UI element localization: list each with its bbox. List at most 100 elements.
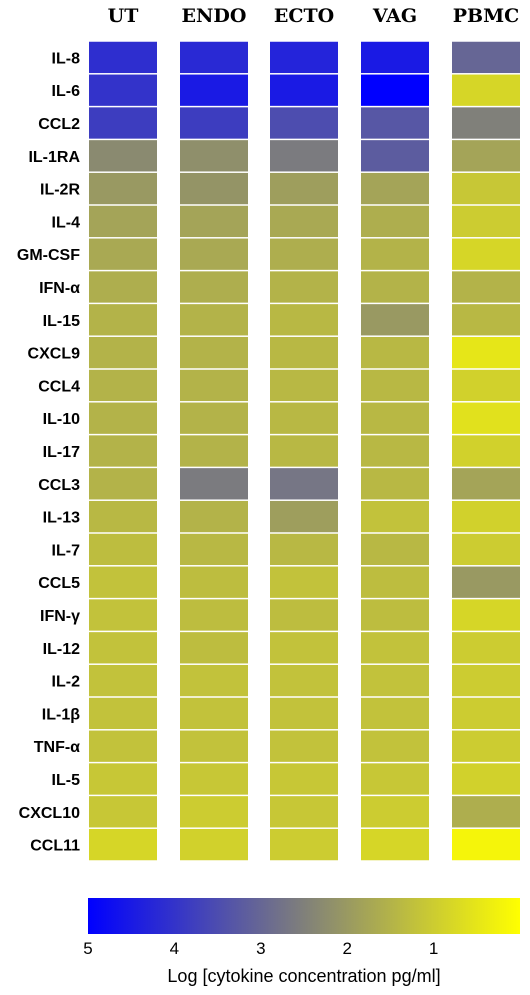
heatmap-cell [89, 697, 157, 730]
heatmap-cell [361, 664, 429, 697]
heatmap-cell [270, 336, 338, 369]
column-label-ut: UT [108, 5, 139, 27]
heatmap-cell [180, 271, 248, 303]
heatmap-cell [361, 172, 429, 205]
heatmap-cell [452, 304, 520, 336]
heatmap-cell [180, 500, 248, 533]
heatmap-cell [180, 402, 248, 434]
heatmap-cell [89, 664, 157, 697]
heatmap-cell [89, 533, 157, 566]
heatmap-cell [180, 107, 248, 139]
heatmap-cell [270, 74, 338, 106]
row-label: CXCL9 [28, 346, 81, 363]
heatmap-cell [270, 205, 338, 238]
row-label: IL-12 [43, 641, 80, 658]
heatmap-cell [270, 435, 338, 467]
heatmap-cell [180, 41, 248, 74]
heatmap-cell [270, 796, 338, 828]
row-label: IL-1β [42, 706, 80, 723]
heatmap-cell [452, 336, 520, 369]
heatmap-cell [452, 140, 520, 172]
heatmap-cell [180, 172, 248, 205]
heatmap-cell [452, 271, 520, 303]
colorbar [88, 898, 520, 934]
heatmap-cell [180, 140, 248, 172]
heatmap-cell [89, 763, 157, 795]
heatmap-cell [180, 304, 248, 336]
heatmap-cell [89, 238, 157, 270]
heatmap-cell [89, 140, 157, 172]
heatmap-cell [270, 828, 338, 861]
heatmap-cell [270, 238, 338, 270]
colorbar-tick-label: 3 [256, 939, 265, 958]
colorbar-tick-label: 1 [429, 939, 438, 958]
heatmap-cells [89, 41, 520, 861]
heatmap-cell [270, 763, 338, 795]
heatmap-cell [270, 533, 338, 566]
colorbar-ticks: 5 4 3 2 1 [83, 939, 438, 958]
heatmap-cell [361, 763, 429, 795]
heatmap-cell [270, 697, 338, 730]
heatmap-cell [452, 402, 520, 434]
row-labels: IL-8 IL-6 CCL2 IL-1RA IL-2R IL-4 GM-CSF IFN-α IL… [17, 50, 81, 854]
row-label: IL-5 [52, 772, 81, 789]
heatmap-cell [180, 369, 248, 402]
heatmap-cell [180, 238, 248, 270]
row-label: IL-10 [43, 411, 80, 428]
heatmap-cell [89, 632, 157, 664]
heatmap-cell [452, 664, 520, 697]
row-label: CCL2 [38, 116, 80, 133]
heatmap-cell [270, 107, 338, 139]
heatmap-cell [89, 828, 157, 861]
heatmap-cell [452, 697, 520, 730]
heatmap-cell [452, 74, 520, 106]
row-label: GM-CSF [17, 247, 80, 264]
heatmap-cell [180, 632, 248, 664]
heatmap-cell [452, 730, 520, 762]
column-label-vag: VAG [372, 5, 417, 27]
heatmap-cell [361, 140, 429, 172]
heatmap-cell [361, 697, 429, 730]
heatmap-cell [361, 41, 429, 74]
heatmap-cell [180, 205, 248, 238]
row-label: CCL3 [38, 477, 80, 494]
heatmap-cell [180, 74, 248, 106]
heatmap-cell [180, 730, 248, 762]
heatmap-cell [361, 566, 429, 598]
heatmap-cell [361, 205, 429, 238]
row-label: IL-2R [40, 182, 80, 199]
row-label: IFN-γ [40, 608, 80, 625]
row-label: IL-4 [52, 214, 81, 231]
colorbar-tick-label: 2 [342, 939, 351, 958]
heatmap-cell [89, 730, 157, 762]
heatmap-cell [180, 533, 248, 566]
heatmap-cell [361, 500, 429, 533]
heatmap-cell [89, 271, 157, 303]
heatmap-cell [361, 271, 429, 303]
heatmap-cell [180, 697, 248, 730]
column-label-ecto: ECTO [274, 5, 334, 27]
heatmap-cell [89, 402, 157, 434]
colorbar-title: Log [cytokine concentration pg/ml] [167, 966, 440, 986]
heatmap-cell [180, 664, 248, 697]
heatmap-cell [452, 533, 520, 566]
heatmap-cell [270, 500, 338, 533]
heatmap-cell [89, 74, 157, 106]
row-label: CCL11 [30, 838, 80, 855]
heatmap-cell [361, 730, 429, 762]
row-label: IL-8 [52, 50, 81, 67]
heatmap-cell [89, 599, 157, 631]
heatmap-cell [452, 238, 520, 270]
heatmap-cell [452, 41, 520, 74]
row-label: IL-7 [52, 542, 81, 559]
row-label: CXCL10 [19, 805, 80, 822]
row-label: IL-17 [43, 444, 80, 461]
heatmap-cell [361, 533, 429, 566]
column-label-endo: ENDO [182, 5, 247, 27]
row-label: IFN-α [39, 280, 80, 297]
column-label-pbmc: PBMC [453, 5, 520, 27]
heatmap-cell [452, 763, 520, 795]
colorbar-tick-label: 5 [83, 939, 92, 958]
row-label: IL-15 [43, 313, 80, 330]
